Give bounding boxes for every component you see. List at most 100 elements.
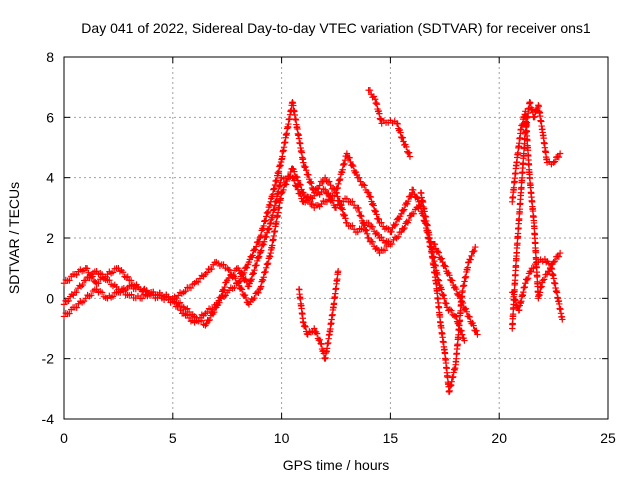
series-track-a <box>60 99 416 303</box>
data-point <box>302 163 309 171</box>
data-point <box>337 175 344 183</box>
data-point <box>88 273 95 281</box>
marker-layer <box>60 86 566 396</box>
data-point <box>369 238 376 246</box>
data-point <box>539 277 546 284</box>
data-point <box>474 331 481 338</box>
y-tick-label: 8 <box>46 49 54 65</box>
data-point <box>437 284 444 292</box>
data-point <box>403 143 410 151</box>
data-point <box>326 193 333 201</box>
data-point <box>414 195 421 202</box>
data-point <box>302 323 309 331</box>
data-point <box>394 120 401 128</box>
data-point <box>463 308 471 316</box>
data-point <box>120 288 128 295</box>
x-tick-label: 25 <box>600 430 616 446</box>
data-point <box>258 247 265 254</box>
data-point <box>263 229 271 236</box>
data-point <box>70 292 77 299</box>
data-point <box>438 255 445 262</box>
data-point <box>349 161 356 168</box>
data-point <box>82 295 89 302</box>
data-point <box>60 313 68 320</box>
data-point <box>341 212 348 219</box>
data-point <box>325 190 332 197</box>
data-point <box>413 193 420 201</box>
x-tick-label: 10 <box>274 430 290 446</box>
y-tick-label: 2 <box>46 230 54 246</box>
data-point <box>335 180 342 188</box>
data-point <box>232 275 239 282</box>
data-point <box>329 197 336 204</box>
data-point <box>509 289 517 296</box>
data-point <box>220 261 227 268</box>
data-point <box>350 162 357 170</box>
data-point <box>309 200 317 208</box>
data-point <box>260 274 267 281</box>
data-point <box>342 215 349 222</box>
data-point <box>406 153 414 160</box>
data-point <box>293 182 301 190</box>
data-point <box>439 258 446 266</box>
series-track-k <box>509 255 566 323</box>
data-point <box>340 161 347 169</box>
data-point <box>376 249 383 257</box>
data-point <box>366 86 374 94</box>
data-point <box>263 213 270 220</box>
data-point <box>531 113 538 120</box>
series-track-e <box>365 86 414 160</box>
data-point <box>365 189 372 196</box>
data-point <box>397 129 404 136</box>
data-point <box>399 134 406 141</box>
series-track-g <box>417 189 468 344</box>
data-point <box>317 340 324 347</box>
data-point <box>358 213 365 220</box>
data-point <box>261 218 268 225</box>
data-point <box>400 226 407 233</box>
chart-title: Day 041 of 2022, Sidereal Day-to-day VTE… <box>81 20 591 36</box>
data-point <box>182 288 189 295</box>
data-point <box>354 228 361 236</box>
data-point <box>373 211 380 218</box>
data-point <box>303 197 311 204</box>
data-point <box>305 171 312 179</box>
data-point <box>369 201 376 208</box>
data-point <box>346 154 353 161</box>
data-point <box>296 190 303 197</box>
data-point <box>446 306 454 313</box>
data-point <box>308 180 315 187</box>
data-point <box>527 268 535 276</box>
data-point <box>262 268 269 276</box>
data-point <box>257 283 265 290</box>
data-point <box>261 269 268 276</box>
data-point <box>522 280 529 287</box>
data-point <box>264 209 271 217</box>
data-point <box>434 247 441 255</box>
data-point <box>303 167 310 174</box>
data-point <box>257 231 265 239</box>
data-point <box>266 253 274 260</box>
data-point <box>467 256 474 263</box>
data-point <box>334 193 341 200</box>
data-point <box>333 189 340 197</box>
series-track-d <box>295 267 342 362</box>
data-point <box>138 295 146 302</box>
data-point <box>372 207 380 215</box>
data-point <box>556 249 564 257</box>
data-point <box>405 216 413 224</box>
data-point <box>395 215 403 223</box>
data-point <box>448 307 455 314</box>
data-point <box>245 283 253 290</box>
data-point <box>439 291 446 298</box>
data-point <box>291 168 298 175</box>
data-point <box>551 158 559 165</box>
data-point <box>452 285 460 293</box>
data-point <box>388 228 395 236</box>
data-point <box>265 226 272 233</box>
data-point <box>528 106 536 113</box>
data-point <box>435 249 442 256</box>
data-point <box>266 225 273 232</box>
data-point <box>301 322 309 330</box>
data-point <box>66 277 73 284</box>
